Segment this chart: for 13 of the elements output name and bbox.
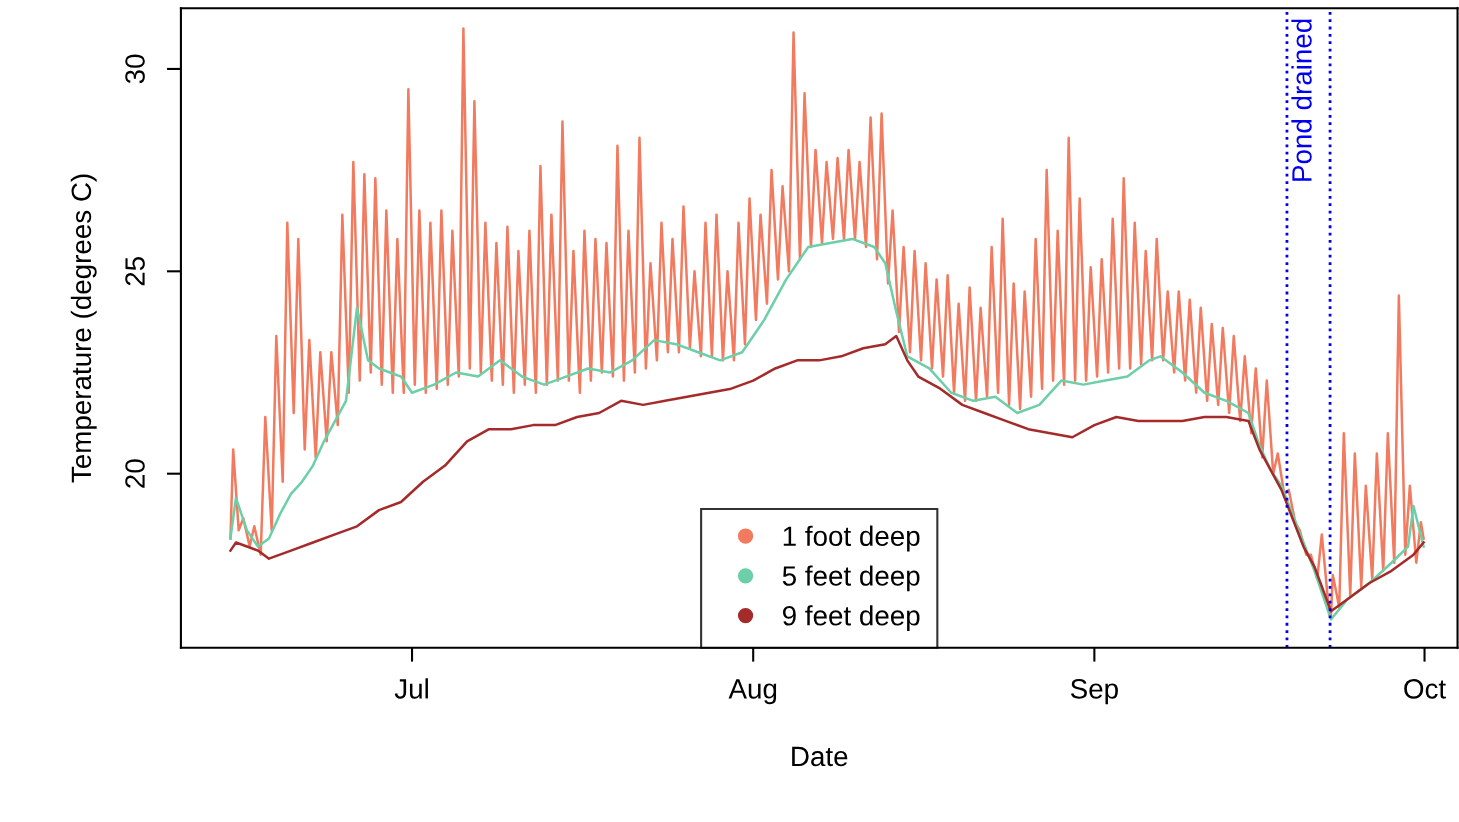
legend-label: 5 feet deep [782, 565, 920, 592]
legend-label: 1 foot deep [783, 525, 920, 552]
x-tick-label: Oct [1404, 679, 1446, 699]
y-tick-label: 30 [125, 54, 145, 84]
x-tick-label: Sep [1070, 679, 1118, 705]
legend-label: 9 feet deep [782, 605, 920, 632]
x-tick-label: Aug [728, 679, 777, 705]
ref-line-label: Pond drained [1291, 19, 1312, 181]
y-tick-label: 20 [125, 459, 145, 488]
x-axis-title: Date [792, 746, 848, 767]
y-tick-label: 25 [125, 257, 145, 286]
x-tick-label: Jul [394, 678, 428, 699]
y-axis-title: Temperature (degrees C) [70, 174, 97, 483]
